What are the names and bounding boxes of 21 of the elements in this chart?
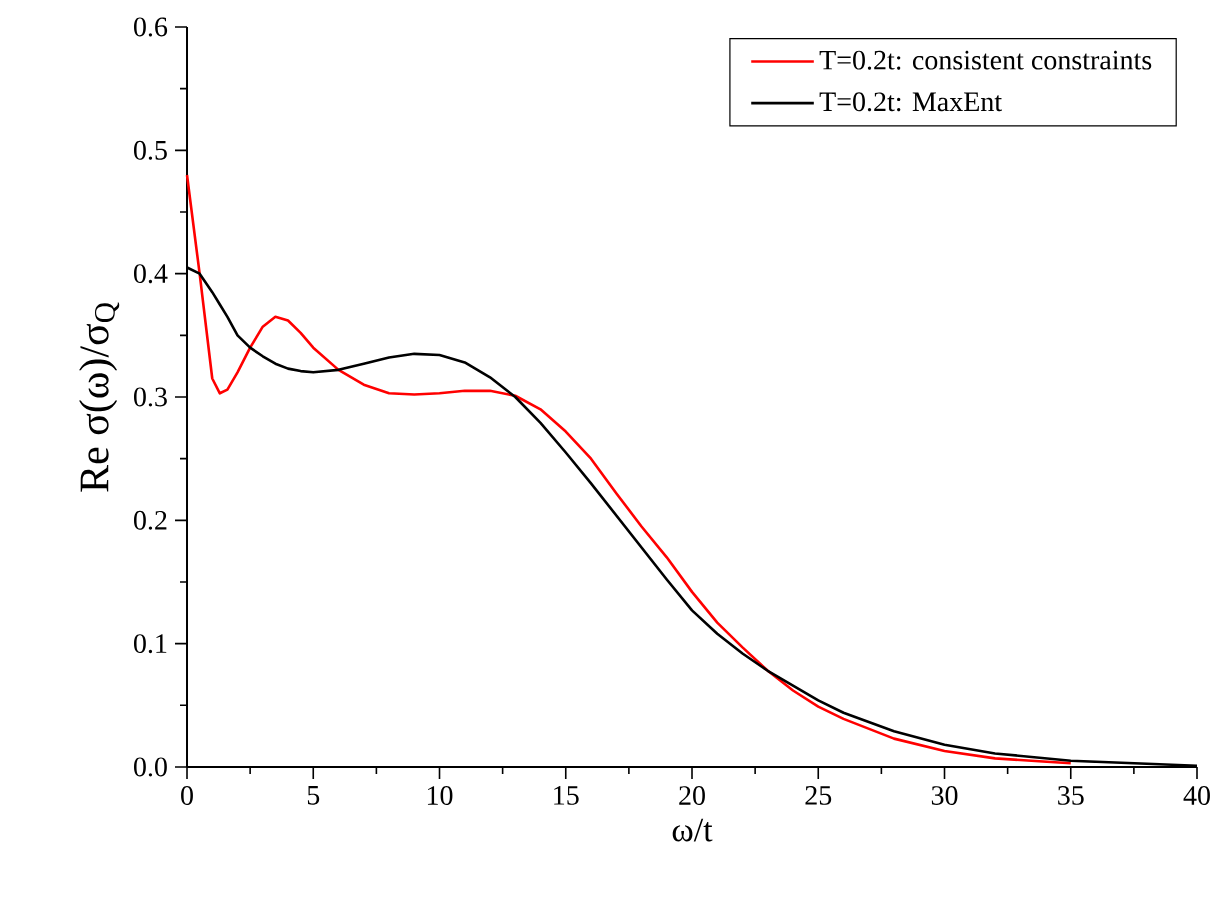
- y-tick-label: 0.0: [134, 757, 167, 777]
- y-axis-title: Re σ(ω)/σ$_{Q}$: [79, 302, 120, 492]
- x-tick-label: 5: [307, 786, 320, 805]
- x-tick-label: 35: [1058, 786, 1084, 805]
- y-tick-label: 0.5: [134, 140, 167, 160]
- x-tick-label: 0: [181, 786, 193, 805]
- y-tick-label: 0.1: [134, 634, 167, 654]
- x-axis-title: ω/t: [672, 818, 713, 842]
- line-series: [185, 173, 1073, 765]
- x-tick-label: 40: [1183, 786, 1210, 805]
- y-tick-label: 0.3: [134, 387, 167, 407]
- x-tick-label: 15: [554, 786, 579, 805]
- x-tick-label: 10: [427, 786, 453, 805]
- y-tick-label: 0.2: [134, 510, 167, 530]
- y-tick-label: 0.4: [134, 264, 168, 284]
- legend-label: T=0.2t: MaxEnt: [819, 92, 1002, 112]
- x-tick-label: 30: [931, 786, 958, 805]
- y-tick-label: 0.6: [134, 17, 168, 37]
- x-tick-label: 25: [805, 786, 832, 805]
- legend-label: T=0.2t: consistent constraints: [819, 50, 1152, 70]
- x-tick-label: 20: [679, 786, 705, 805]
